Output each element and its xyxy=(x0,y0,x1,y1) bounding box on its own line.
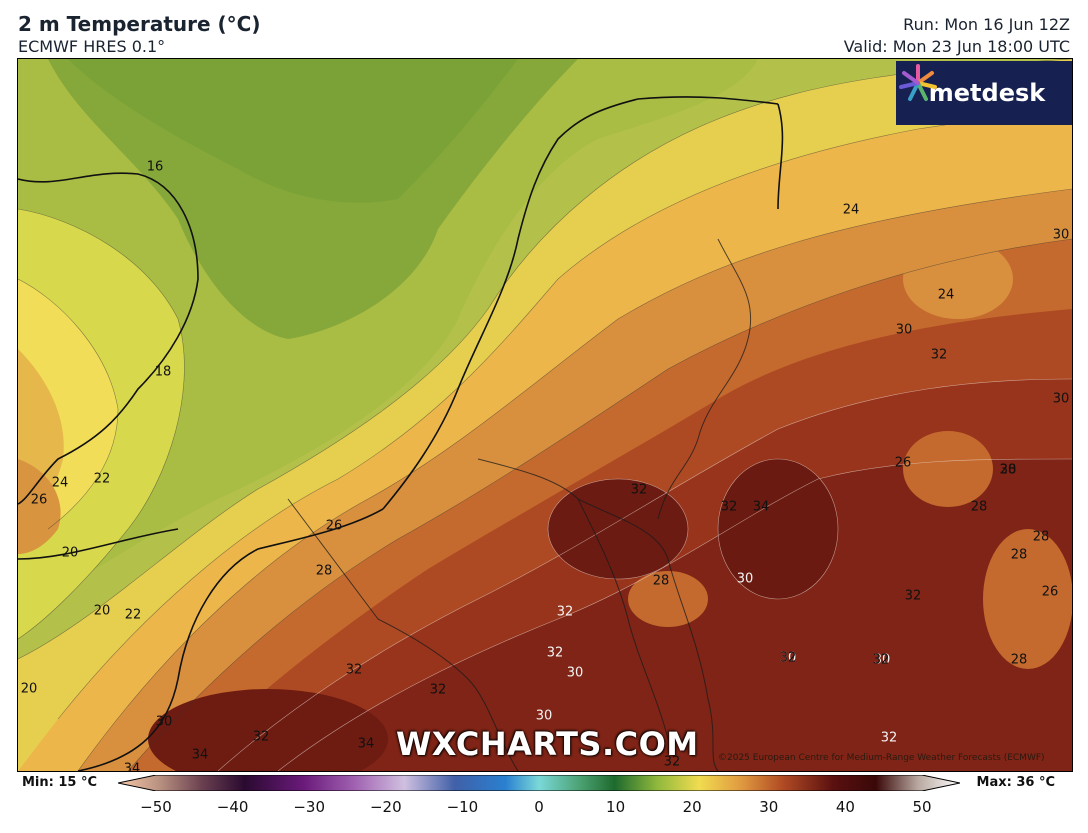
wxcharts-watermark: WXCHARTS.COM xyxy=(396,725,699,763)
contour-label: 32 xyxy=(872,652,890,668)
colorbar-tick-label: −50 xyxy=(140,798,172,816)
contour-label: 26 xyxy=(325,518,343,534)
contour-label: 20 xyxy=(61,545,79,561)
max-temperature: Max: 36 °C xyxy=(976,775,1055,790)
metdesk-star-icon xyxy=(899,64,937,101)
colorbar-tick-label: 40 xyxy=(835,798,855,816)
contour-label: 30 xyxy=(873,652,891,668)
contour-label: 32 xyxy=(546,645,564,661)
contour-label: 34 xyxy=(123,761,141,772)
contour-label: 32 xyxy=(252,729,270,745)
contour-label: 32 xyxy=(556,604,574,620)
contour-label: 28 xyxy=(1010,547,1028,563)
contour-label: 22 xyxy=(124,607,142,623)
contour-label: 24 xyxy=(937,287,955,303)
colorbar-tick-label: 10 xyxy=(606,798,626,816)
contour-label: 22 xyxy=(93,471,111,487)
contour-label: 30 xyxy=(999,462,1017,478)
contour-label: 28 xyxy=(1032,529,1050,545)
contour-label: 30 xyxy=(779,650,797,666)
colorbar-tick-label: −30 xyxy=(293,798,326,816)
contour-label: 26 xyxy=(894,455,912,471)
metdesk-logo-text: metdesk xyxy=(928,79,1046,107)
colorbar-tick-label: −10 xyxy=(446,798,479,816)
metdesk-logo: metdesk xyxy=(896,61,1072,125)
temperature-map[interactable]: metdesk 16 18 22 24 26 20 20 22 20 30 34 32 34 34 32 32… xyxy=(17,58,1073,772)
contour-label: 20 xyxy=(20,681,38,697)
contour-label: 34 xyxy=(191,747,209,763)
contour-label: 32 xyxy=(345,662,363,678)
colorbar-tick-label: 0 xyxy=(534,798,544,816)
contour-label: 32 xyxy=(429,682,447,698)
colorbar-ticks: −50 −40 −30 −20 −10 0 10 20 30 40 50 xyxy=(118,796,960,820)
colorbar-tick-label: −20 xyxy=(369,798,402,816)
contour-label: 32 xyxy=(630,482,648,498)
contour-label: 32 xyxy=(779,650,797,666)
contour-label: 24 xyxy=(51,475,69,491)
contour-label: 32 xyxy=(720,499,738,515)
run-time: Run: Mon 16 Jun 12Z xyxy=(903,15,1070,34)
temperature-colorbar xyxy=(118,775,960,791)
contour-label: 28 xyxy=(999,462,1017,478)
contour-label: 28 xyxy=(315,563,333,579)
contour-label: 34 xyxy=(752,499,770,515)
contour-label: 26 xyxy=(1041,584,1059,600)
contour-label: 28 xyxy=(1010,652,1028,668)
contour-label: 34 xyxy=(357,736,375,752)
contour-label: 16 xyxy=(146,159,164,175)
contour-label: 20 xyxy=(93,603,111,619)
contour-label: 32 xyxy=(880,730,898,746)
contour-label: 28 xyxy=(970,499,988,515)
valid-time: Valid: Mon 23 Jun 18:00 UTC xyxy=(843,37,1070,56)
colorbar-tick-label: 50 xyxy=(912,798,932,816)
contour-label: 30 xyxy=(1052,391,1070,407)
contour-label: 32 xyxy=(930,347,948,363)
model-name: ECMWF HRES 0.1° xyxy=(18,37,166,56)
colorbar-tick-label: −40 xyxy=(216,798,249,816)
chart-header: 2 m Temperature (°C) ECMWF HRES 0.1° xyxy=(18,12,260,58)
contour-label: 30 xyxy=(736,571,754,587)
contour-label: 18 xyxy=(154,364,172,380)
colorbar-tick-label: 30 xyxy=(759,798,779,816)
contour-label: 30 xyxy=(566,665,584,681)
contour-label: 30 xyxy=(155,714,173,730)
run-info: Run: Mon 16 Jun 12Z Valid: Mon 23 Jun 18… xyxy=(844,14,1070,58)
chart-title: 2 m Temperature (°C) xyxy=(18,12,261,36)
contour-label: 26 xyxy=(30,492,48,508)
contour-label: 30 xyxy=(1052,227,1070,243)
min-temperature: Min: 15 °C xyxy=(22,775,98,790)
contour-label: 30 xyxy=(895,322,913,338)
contour-label: 24 xyxy=(842,202,860,218)
contour-label: 32 xyxy=(904,588,922,604)
contour-label: 30 xyxy=(535,708,553,724)
contour-label: 32 xyxy=(663,754,681,770)
ecmwf-copyright: ©2025 European Centre for Medium-Range W… xyxy=(718,753,1045,763)
contour-label: 28 xyxy=(652,573,670,589)
colorbar-tick-label: 20 xyxy=(682,798,702,816)
temperature-field xyxy=(18,59,1072,771)
